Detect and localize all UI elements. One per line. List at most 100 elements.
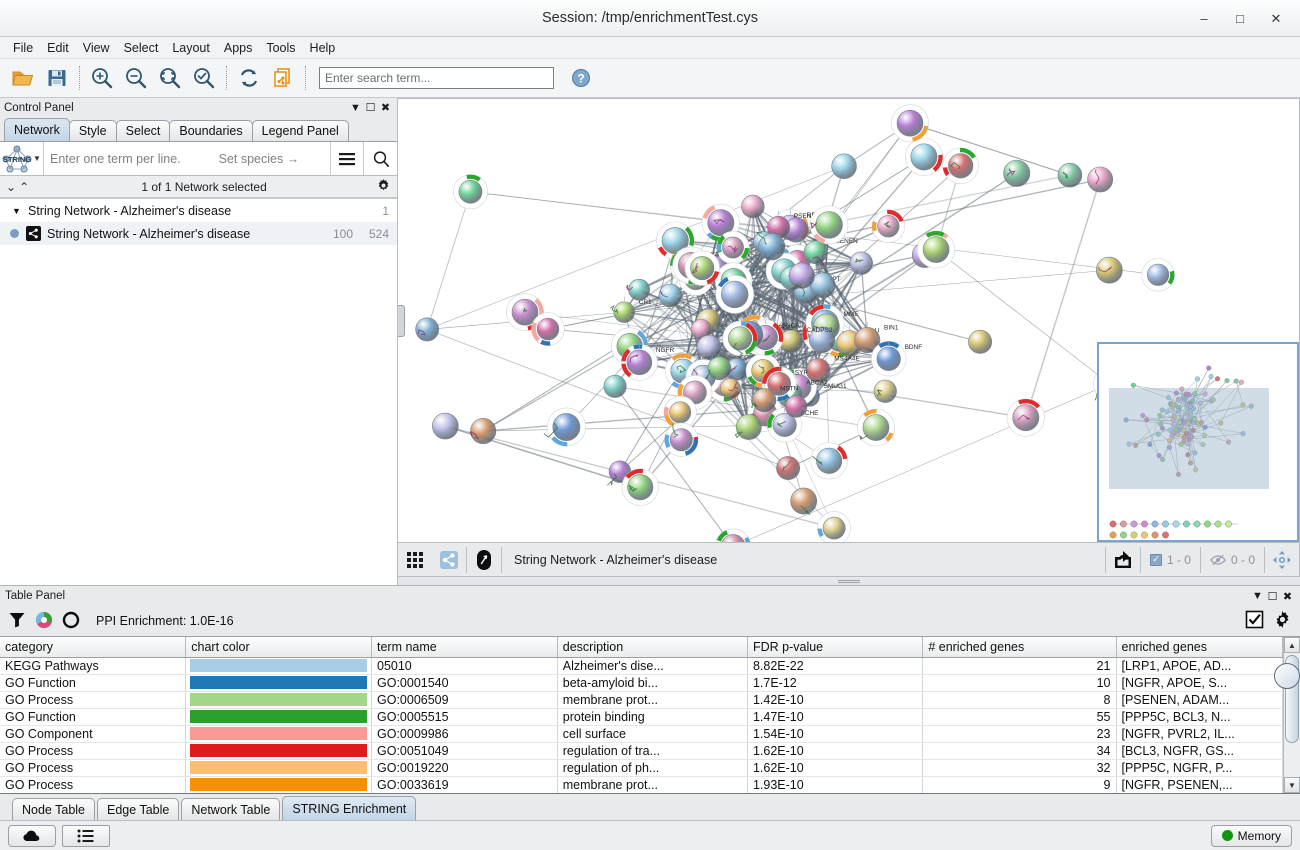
node-sphere[interactable] [658,283,683,308]
node-sphere[interactable] [690,256,715,281]
network-node[interactable]: NGFR [620,344,675,381]
node-sphere[interactable] [669,401,692,424]
node-sphere[interactable] [752,388,777,413]
annotation-icon[interactable] [467,544,501,576]
network-nodes[interactable]: VSNL1SMUG1RELNABCA1BCHECR1CLUMMEBCL3MS4A… [415,104,1175,543]
chevron-down-icon[interactable]: ▼ [33,154,41,163]
menu-select[interactable]: Select [123,40,159,55]
tab-legend-panel[interactable]: Legend Panel [251,120,349,141]
node-sphere[interactable] [849,251,873,275]
grid-layout-icon[interactable] [398,544,432,576]
refresh-icon[interactable] [232,62,266,94]
network-node[interactable]: MSTN [750,383,799,413]
node-sphere[interactable] [776,456,801,481]
node-sphere[interactable] [854,327,881,354]
memory-button[interactable]: Memory [1210,824,1292,847]
network-node[interactable] [1057,162,1083,188]
network-node[interactable] [432,412,459,440]
string-term-input[interactable]: Enter one term per line. Set species → [44,142,331,175]
col-category[interactable]: category [0,637,187,658]
hidden-nodes-indicator[interactable]: 0 - 0 [1201,553,1264,567]
menu-file[interactable]: File [13,40,34,55]
fit-content-icon[interactable] [1265,544,1299,576]
node-sphere[interactable] [948,153,974,179]
node-sphere[interactable] [719,378,741,400]
panel-splitter[interactable] [398,577,1300,585]
table-row[interactable]: KEGG Pathways 05010 Alzheimer's dise... 8.8… [0,657,1283,675]
birds-eye-view[interactable] [1097,342,1299,542]
network-node[interactable] [696,334,722,360]
node-sphere[interactable] [758,233,786,261]
node-sphere[interactable] [968,329,993,354]
node-sphere[interactable] [1012,404,1040,432]
network-node[interactable]: BDNF [870,341,922,377]
tab-node-table[interactable]: Node Table [12,798,96,820]
network-node[interactable] [415,317,440,342]
node-sphere[interactable] [626,349,653,376]
table-row[interactable]: GO Component GO:0009986 cell surface 1.54E-… [0,725,1283,743]
share-nodes-icon[interactable] [432,544,466,576]
zoom-fit-icon[interactable] [153,62,187,94]
col-term-name[interactable]: term name [371,637,558,658]
network-node[interactable]: BIN1 [854,322,899,354]
table-row[interactable]: GO Process GO:0019220 regulation of ph... 1… [0,759,1283,777]
tree-row-root[interactable]: ▼ String Network - Alzheimer's disease 1 [0,199,397,222]
string-logo-icon[interactable]: STRING ▼ [0,142,44,175]
table-vertical-scrollbar[interactable]: ▲ ▼ [1274,637,1300,793]
network-node[interactable] [776,456,801,481]
viewport-rectangle[interactable] [1109,388,1269,489]
tree-row-child[interactable]: String Network - Alzheimer's disease 100… [0,222,397,245]
network-node[interactable] [1095,256,1123,284]
node-sphere[interactable] [815,211,843,239]
expand-all-icon[interactable]: ⌃ [19,179,30,194]
tab-style[interactable]: Style [68,120,117,141]
menu-layout[interactable]: Layout [172,40,210,55]
zoom-in-icon[interactable] [85,62,119,94]
network-node[interactable] [715,528,751,543]
col-fdr-pvalue[interactable]: FDR p-value [747,637,924,658]
search-input[interactable]: Enter search term... [319,67,554,89]
network-node[interactable] [891,104,929,143]
node-sphere[interactable] [805,358,831,383]
close-icon[interactable]: ✖ [1282,590,1293,603]
network-node[interactable] [809,205,849,245]
menu-help[interactable]: Help [309,40,336,55]
network-node[interactable]: PSENEN [803,235,858,267]
node-sphere[interactable] [721,280,749,309]
network-node[interactable] [1003,159,1031,187]
node-sphere[interactable] [722,236,744,259]
network-node[interactable] [626,278,651,301]
maximize-icon[interactable]: □ [1236,11,1244,26]
network-node[interactable] [871,209,906,243]
node-sphere[interactable] [1147,263,1170,286]
node-sphere[interactable] [470,418,497,445]
node-sphere[interactable] [790,487,818,515]
float-icon[interactable]: ☐ [365,102,376,114]
menu-edit[interactable]: Edit [47,40,69,55]
set-species-link[interactable]: Set species → [218,151,300,166]
tab-edge-table[interactable]: Edge Table [97,798,180,820]
network-node[interactable] [1141,258,1175,292]
network-node[interactable] [904,137,944,176]
node-sphere[interactable] [603,374,627,398]
close-icon[interactable]: ✕ [1270,10,1282,26]
network-node[interactable] [831,153,857,180]
node-sphere[interactable] [896,109,924,137]
network-node[interactable] [603,374,627,398]
save-icon[interactable] [40,62,74,94]
network-node[interactable] [719,378,741,400]
network-node[interactable] [531,312,565,346]
export-image-icon[interactable] [1106,544,1140,576]
node-sphere[interactable] [696,334,722,360]
node-sphere[interactable] [822,516,846,540]
node-sphere[interactable] [788,262,815,289]
node-sphere[interactable] [707,209,735,237]
col-chart-color[interactable]: chart color [185,637,372,658]
node-sphere[interactable] [511,298,539,326]
node-sphere[interactable] [613,301,635,323]
scroll-up-icon[interactable]: ▲ [1284,637,1300,653]
network-node[interactable] [741,194,765,219]
node-sphere[interactable] [873,379,897,403]
node-sphere[interactable] [862,414,890,441]
node-sphere[interactable] [741,194,765,219]
